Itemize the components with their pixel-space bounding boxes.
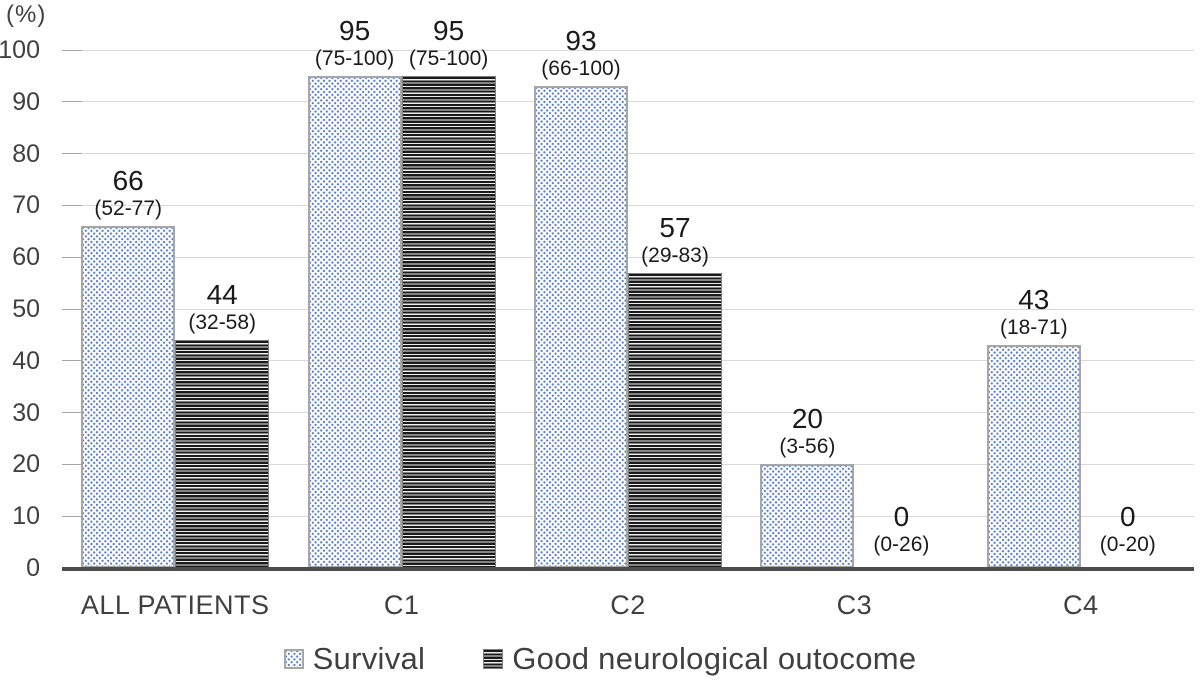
data-label-good-neurological-outocome-all-patients: 44 (32-58) [188,280,256,336]
y-tickmark-100 [62,49,82,51]
value-label: 57 [659,211,691,243]
y-tickmark-90 [62,101,82,103]
data-label-good-neurological-outocome-c2: 57 (29-83) [641,211,709,269]
value-label: 43 [1018,284,1050,316]
y-tickmark-60 [62,256,82,258]
bar-good-neurological-outocome-c1 [401,75,496,568]
y-tickmark-30 [62,412,82,414]
data-label-good-neurological-outocome-c4: 0 (0-20) [1100,502,1156,558]
y-tickmark-10 [62,515,82,517]
legend-item-survival: Survival [283,641,426,677]
bar-good-neurological-outocome-c2 [628,272,722,568]
data-label-good-neurological-outocome-c1: 95 (75-100) [408,14,489,72]
data-label-survival-c1: 95 (75-100) [314,14,395,72]
gridline-60 [62,256,1194,258]
gridline-70 [62,204,1194,206]
gridline-90 [62,101,1194,103]
bar-survival-c3 [760,464,855,568]
y-tickmark-40 [62,360,82,362]
legend-label: Survival [312,641,426,676]
data-label-survival-c3: 20 (3-56) [779,404,835,460]
bar-survival-c4 [986,345,1081,568]
range-label: (52-77) [94,197,163,221]
range-label: (0-26) [873,533,930,556]
category-label-c3: C3 [836,590,873,620]
value-label: 0 [1120,501,1136,532]
range-label: (66-100) [541,57,621,81]
y-tick-label-30: 30 [12,398,40,427]
value-label: 0 [893,501,910,532]
range-label: (32-58) [188,311,257,335]
value-label: 66 [112,165,144,197]
x-axis-line [62,566,1194,571]
y-tickmark-20 [62,463,82,465]
y-tick-label-10: 10 [12,502,40,531]
bar-good-neurological-outocome-all-patients [175,340,270,568]
range-label: (29-83) [641,243,709,267]
value-label: 20 [791,403,823,435]
category-label-all-patients: ALL PATIENTS [80,590,270,620]
chart-legend: Survival Good neurological outocome [0,637,1200,681]
good-neurological-outocome-swatch-icon [483,649,504,669]
y-tick-label-80: 80 [12,139,40,168]
range-label: (75-100) [314,46,395,70]
legend-label: Good neurological outocome [512,641,917,676]
value-label: 44 [206,279,238,311]
bar-survival-c2 [534,86,628,568]
bar-survival-all-patients [81,226,176,568]
y-tick-label-0: 0 [26,554,40,582]
data-label-survival-c4: 43 (18-71) [1000,285,1068,341]
bar-survival-c1 [307,75,402,568]
category-label-c1: C1 [383,590,420,620]
range-label: (18-71) [999,316,1068,340]
y-tick-label-40: 40 [12,346,40,375]
value-label: 93 [565,25,597,57]
y-tick-label-20: 20 [12,450,40,479]
gridline-100 [62,49,1194,51]
y-tick-label-60: 60 [12,243,40,272]
category-label-c2: C2 [610,590,646,620]
y-tick-label-90: 90 [12,87,40,116]
y-tick-label-50: 50 [12,295,40,323]
survival-swatch-icon [283,649,304,669]
value-label: 95 [433,14,465,46]
legend-item-good-neurological-outocome: Good neurological outocome [483,641,916,677]
y-tickmark-50 [62,308,82,310]
y-axis-unit-label: (%) [6,1,47,28]
y-tick-label-70: 70 [12,191,40,220]
gridline-80 [62,153,1194,155]
data-label-survival-all-patients: 66 (52-77) [94,166,162,222]
data-label-survival-c2: 93 (66-100) [541,26,620,82]
range-label: (0-20) [1099,533,1156,556]
y-tickmark-70 [62,204,82,206]
y-tick-label-100: 100 [0,36,40,64]
data-label-good-neurological-outocome-c3: 0 (0-26) [873,502,929,558]
range-label: (3-56) [779,435,836,459]
range-label: (75-100) [408,46,489,70]
value-label: 95 [339,14,371,46]
category-label-c4: C4 [1063,590,1099,620]
y-tickmark-80 [62,153,82,155]
